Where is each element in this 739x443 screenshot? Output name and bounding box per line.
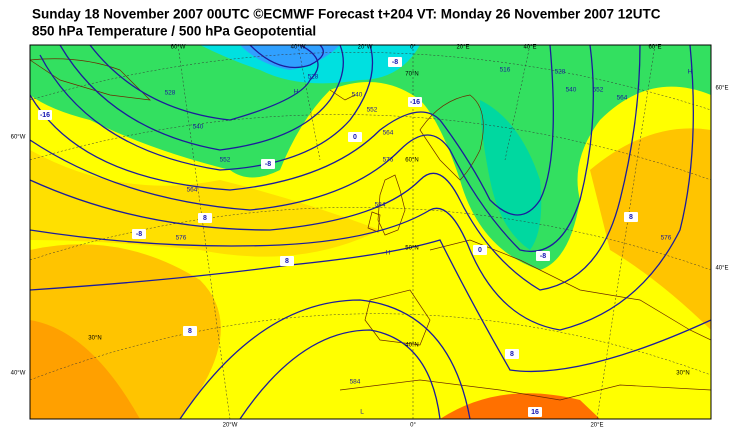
- temp-label: -16: [40, 112, 50, 119]
- edge-label: 40°E: [715, 266, 728, 272]
- height-label: 552: [593, 87, 604, 94]
- height-label: 576: [661, 235, 672, 242]
- height-label: 552: [367, 107, 378, 114]
- lon-label: 40°W: [291, 45, 306, 51]
- temp-label: 8: [203, 215, 207, 222]
- temp-label: 8: [285, 258, 289, 265]
- pressure-centre: H: [688, 69, 693, 76]
- temp-label: -8: [540, 253, 546, 260]
- height-label: 540: [566, 87, 577, 94]
- lon-label: 40°E: [523, 45, 536, 51]
- edge-label: 60°W: [11, 135, 26, 141]
- temp-label: 8: [629, 214, 633, 221]
- height-label: 576: [383, 157, 394, 164]
- temp-label-box: [505, 349, 519, 359]
- temp-label: -16: [410, 99, 420, 106]
- temp-label: 16: [531, 409, 539, 416]
- lon-label: 20°E: [456, 45, 469, 51]
- temp-label-box: [473, 245, 487, 255]
- height-label: 528: [555, 69, 566, 76]
- lon-label: 20°E: [590, 423, 603, 429]
- subtitle: 850 hPa Temperature / 500 hPa Geopotenti…: [32, 24, 316, 39]
- temp-label-box: [388, 57, 402, 67]
- pressure-centre: H: [294, 89, 299, 96]
- edge-label: 40°W: [11, 371, 26, 377]
- lat-label: 60°N: [405, 158, 418, 164]
- lat-label: 30°N: [88, 336, 101, 342]
- temp-label-box: [624, 212, 638, 222]
- height-label: 540: [352, 92, 363, 99]
- height-label: 552: [220, 157, 231, 164]
- map-frame: [29, 44, 712, 420]
- temp-label-box: [132, 229, 146, 239]
- temp-label: 0: [478, 247, 482, 254]
- temp-label: -8: [392, 59, 398, 66]
- temp-label-box: [528, 407, 542, 417]
- temp-label-box: [408, 97, 422, 107]
- temp-label-box: [348, 132, 362, 142]
- height-label: 516: [500, 67, 511, 74]
- lon-label: 60°E: [648, 45, 661, 51]
- lat-label: 70°N: [405, 72, 418, 78]
- lat-label: 50°N: [405, 246, 418, 252]
- temp-label: -8: [265, 161, 271, 168]
- lat-label: 30°N: [676, 371, 689, 377]
- temp-label-box: [280, 256, 294, 266]
- height-label: 564: [383, 130, 394, 137]
- height-label: 584: [350, 379, 361, 386]
- height-label: 584: [375, 202, 386, 209]
- height-label: 540: [193, 124, 204, 131]
- lon-label: 20°W: [358, 45, 373, 51]
- height-label: 564: [187, 187, 198, 194]
- temp-label: -8: [136, 231, 142, 238]
- height-label: 528: [308, 74, 319, 81]
- lon-label: 20°W: [223, 423, 238, 429]
- temp-label: 8: [510, 351, 514, 358]
- temp-label-box: [536, 251, 550, 261]
- temp-label-box: [183, 326, 197, 336]
- temp-label-box: [198, 213, 212, 223]
- height-label: 564: [617, 95, 628, 102]
- lon-label: 0°: [410, 423, 416, 429]
- lon-label: 0°: [410, 45, 416, 51]
- pressure-centre: L: [360, 409, 364, 416]
- title: Sunday 18 November 2007 00UTC ©ECMWF For…: [32, 7, 661, 22]
- map-field: [30, 45, 711, 419]
- height-label: 576: [176, 235, 187, 242]
- lon-label: 60°W: [171, 45, 186, 51]
- height-label: 528: [165, 90, 176, 97]
- temp-label-box: [38, 110, 52, 120]
- graticule: [29, 44, 712, 420]
- edge-label: 60°E: [715, 86, 728, 92]
- temp-label: 8: [188, 328, 192, 335]
- temp-label-box: [261, 159, 275, 169]
- temp-label: 0: [353, 134, 357, 141]
- pressure-centre: H: [386, 250, 391, 257]
- lat-label: 40°N: [405, 343, 418, 349]
